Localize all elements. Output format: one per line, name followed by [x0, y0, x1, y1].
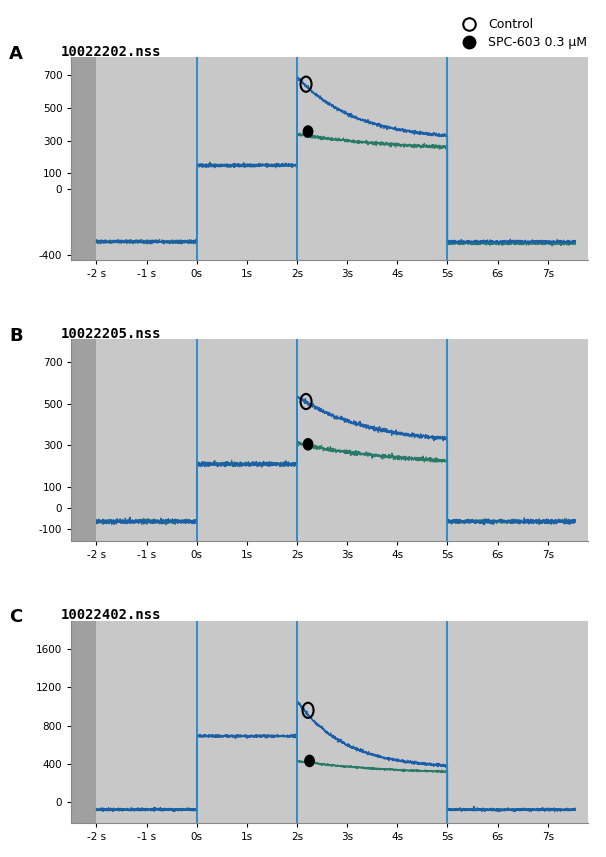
Text: 10022402.nss: 10022402.nss — [61, 608, 162, 622]
Ellipse shape — [304, 126, 313, 137]
Ellipse shape — [305, 755, 315, 766]
Ellipse shape — [304, 439, 313, 450]
Bar — [72, 57, 96, 260]
Bar — [72, 620, 96, 823]
Bar — [72, 339, 96, 542]
Text: A: A — [9, 45, 23, 63]
Legend: Control, SPC-603 0.3 μM: Control, SPC-603 0.3 μM — [451, 13, 592, 54]
Text: 10022205.nss: 10022205.nss — [61, 327, 162, 341]
Text: 10022202.nss: 10022202.nss — [61, 45, 162, 59]
Text: B: B — [9, 327, 23, 345]
Text: C: C — [9, 608, 22, 626]
